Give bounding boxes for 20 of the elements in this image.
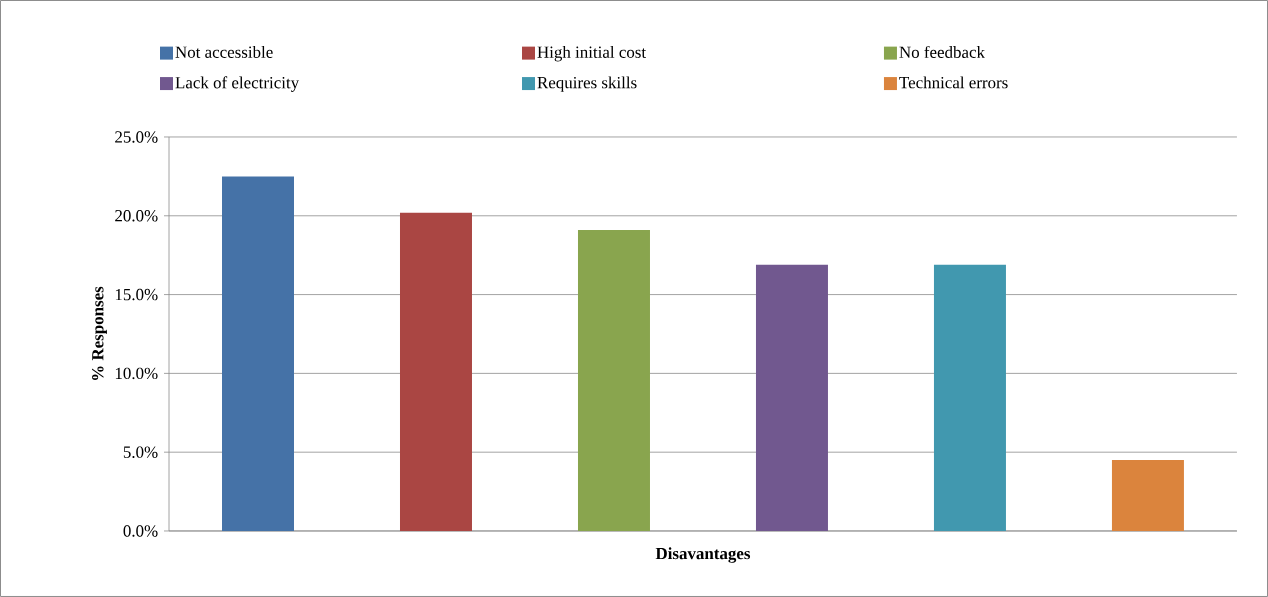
- bar: [933, 264, 1006, 531]
- bar: [755, 264, 828, 531]
- bar: [577, 229, 650, 531]
- bar: [1111, 460, 1184, 531]
- legend-label: High initial cost: [537, 45, 647, 62]
- y-tick-label: 20.0%: [115, 210, 158, 222]
- legend-label: Lack of electricity: [175, 76, 300, 92]
- legend-label: Not accessible: [175, 45, 273, 58]
- y-tick-label: 15.0%: [115, 288, 158, 301]
- y-axis-title: % Responses: [92, 286, 107, 381]
- legend-label: Requires skills: [537, 76, 637, 92]
- y-tick-label: 25.0%: [115, 131, 158, 143]
- legend-label: No feedback: [899, 45, 985, 58]
- x-axis-title: Disavantages: [655, 547, 751, 563]
- y-tick-label: 5.0%: [123, 446, 158, 458]
- y-tick-label: 10.0%: [115, 367, 158, 380]
- y-tick-label: 0.0%: [123, 525, 158, 537]
- bar: [400, 212, 472, 531]
- bar: [222, 176, 294, 531]
- legend-label: Technical errors: [899, 76, 1008, 89]
